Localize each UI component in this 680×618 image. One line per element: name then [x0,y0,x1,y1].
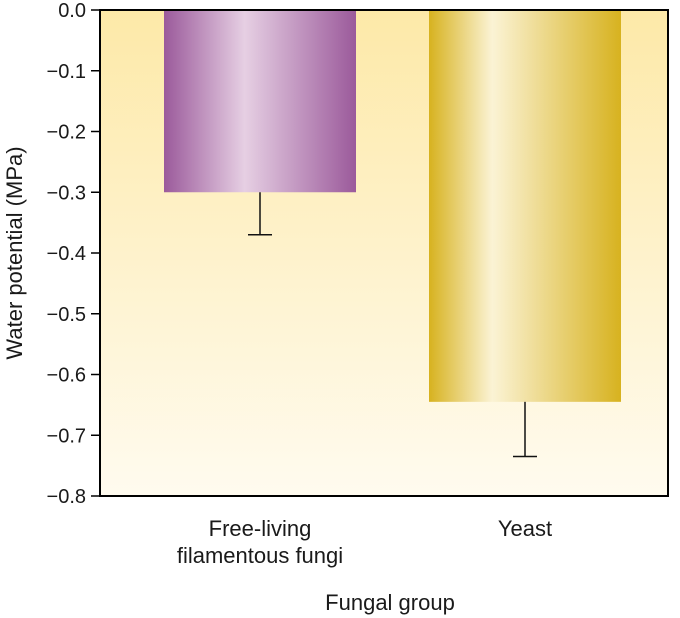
y-tick-label: −0.8 [47,486,86,508]
y-tick-label: 0.0 [58,0,86,22]
y-tick-label: −0.1 [47,61,86,83]
category-label: Free-living [209,516,312,541]
y-tick-label: −0.6 [47,365,86,387]
y-tick-label: −0.2 [47,122,86,144]
category-label: Yeast [498,516,552,541]
bars [164,10,621,402]
y-tick-label: −0.4 [47,243,86,265]
y-tick-label: −0.3 [47,182,86,204]
y-tick-label: −0.7 [47,425,86,447]
y-tick-label: −0.5 [47,304,86,326]
error-bars [248,192,537,458]
x-axis-title: Fungal group [325,590,455,615]
y-axis-title: Water potential (MPa) [2,146,27,359]
bar [164,10,356,193]
category-label: filamentous fungi [177,543,343,568]
bar [429,10,621,402]
y-axis: 0.0 −0.1 −0.2 −0.3 −0.4 −0.5 −0.6 −0.7 −0.8 [47,0,100,508]
